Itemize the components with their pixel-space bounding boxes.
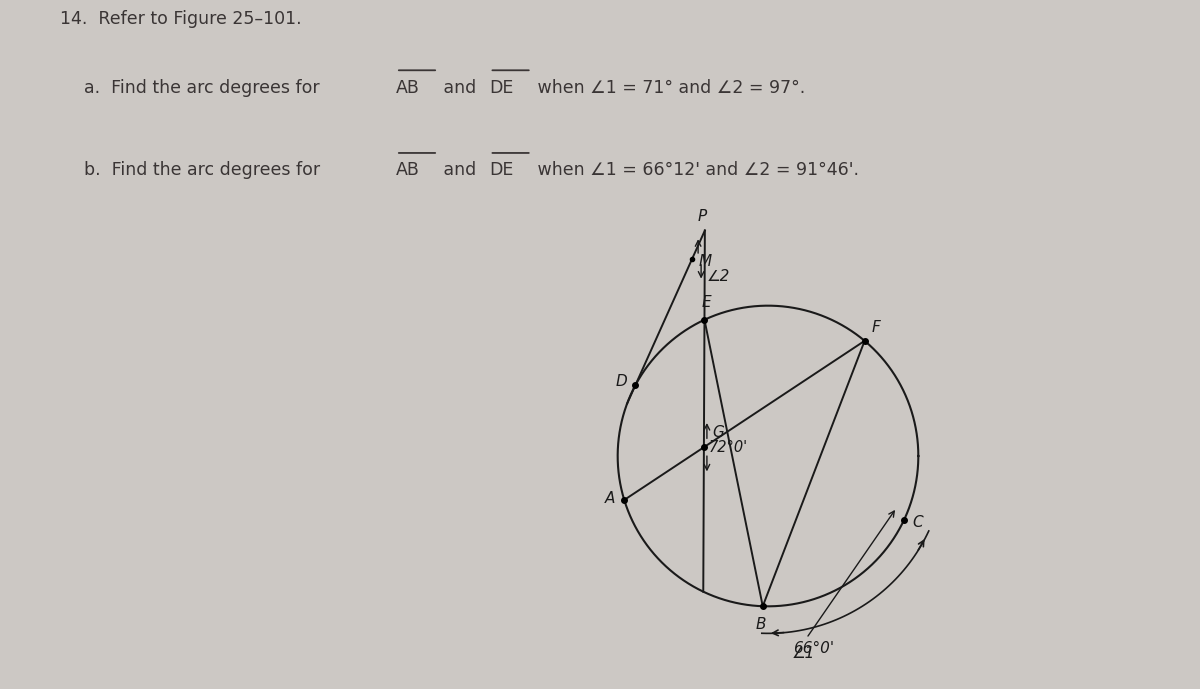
Text: A: A	[605, 491, 614, 506]
Text: E: E	[701, 296, 710, 310]
Text: b.  Find the arc degrees for: b. Find the arc degrees for	[84, 161, 325, 179]
Text: F: F	[871, 320, 880, 336]
Text: C: C	[912, 515, 923, 530]
Text: when ∠1 = 71° and ∠2 = 97°.: when ∠1 = 71° and ∠2 = 97°.	[532, 79, 805, 96]
Text: 72°0': 72°0'	[708, 440, 748, 455]
Text: D: D	[616, 374, 628, 389]
Text: and: and	[438, 161, 481, 179]
Text: DE: DE	[490, 79, 514, 96]
Text: AB: AB	[396, 161, 420, 179]
Text: when ∠1 = 66°12' and ∠2 = 91°46'.: when ∠1 = 66°12' and ∠2 = 91°46'.	[532, 161, 859, 179]
Text: 14.  Refer to Figure 25–101.: 14. Refer to Figure 25–101.	[60, 10, 301, 28]
Text: ∠2: ∠2	[707, 269, 731, 285]
Text: AB: AB	[396, 79, 420, 96]
Text: ∠1: ∠1	[791, 646, 815, 661]
Text: M: M	[698, 254, 712, 269]
Text: P: P	[697, 209, 707, 224]
Text: DE: DE	[490, 161, 514, 179]
Text: and: and	[438, 79, 481, 96]
Text: 66°0': 66°0'	[792, 641, 834, 656]
Text: B: B	[756, 617, 767, 632]
Text: G: G	[712, 425, 724, 440]
Text: a.  Find the arc degrees for: a. Find the arc degrees for	[84, 79, 325, 96]
